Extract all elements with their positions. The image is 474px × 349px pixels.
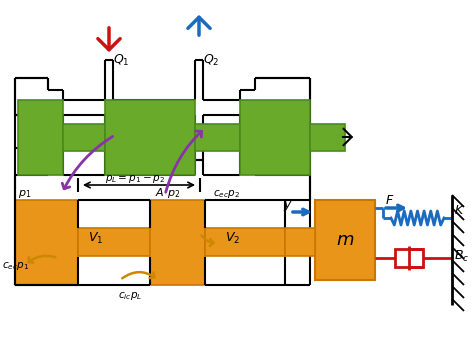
Bar <box>78 228 150 256</box>
Bar <box>105 100 195 175</box>
Text: $c_{ec}p_2$: $c_{ec}p_2$ <box>213 188 240 200</box>
Bar <box>285 228 315 256</box>
Text: $Q_1$: $Q_1$ <box>113 53 129 68</box>
Bar <box>240 100 310 175</box>
Text: $F$: $F$ <box>385 194 394 207</box>
Text: $c_{ec}p_1$: $c_{ec}p_1$ <box>2 260 29 272</box>
Text: $B_c$: $B_c$ <box>454 249 469 264</box>
Bar <box>150 200 205 285</box>
Text: $A$: $A$ <box>155 186 164 198</box>
Text: $K$: $K$ <box>454 204 465 217</box>
Text: $Q_2$: $Q_2$ <box>203 53 219 68</box>
Text: $p_2$: $p_2$ <box>167 188 180 200</box>
Bar <box>15 200 78 285</box>
Bar <box>18 100 63 175</box>
Bar <box>195 124 240 151</box>
Text: $y$: $y$ <box>283 199 293 213</box>
Text: $p_L=p_1-p_2$: $p_L=p_1-p_2$ <box>105 173 165 185</box>
Bar <box>395 249 423 267</box>
Text: $c_{ic}p_L$: $c_{ic}p_L$ <box>118 290 142 302</box>
Text: $p_1$: $p_1$ <box>18 188 31 200</box>
Text: $V_2$: $V_2$ <box>225 231 240 246</box>
Bar <box>315 200 375 280</box>
Text: $m$: $m$ <box>336 231 354 249</box>
Bar <box>310 124 345 151</box>
Bar <box>205 228 285 256</box>
Text: $V_1$: $V_1$ <box>88 231 103 246</box>
Bar <box>63 124 105 151</box>
